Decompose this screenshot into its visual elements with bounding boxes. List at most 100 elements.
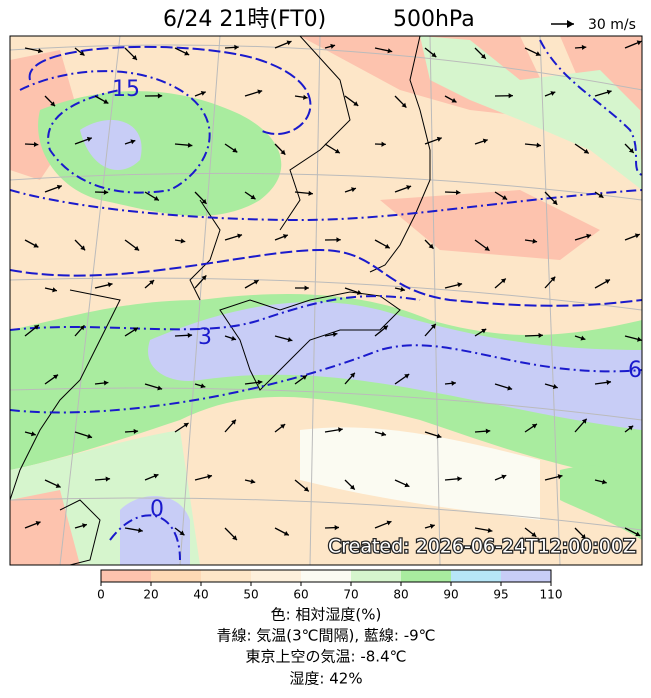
colorbar-segment	[201, 570, 251, 582]
wind-vector-head	[384, 243, 390, 249]
wind-vector-head	[353, 101, 359, 106]
wind-vector-head	[149, 280, 155, 285]
wind-vector-head	[502, 195, 508, 200]
humidity-field	[300, 427, 540, 520]
wind-vector-head	[580, 534, 586, 539]
wind-vector-head	[33, 141, 39, 147]
wind-vector-head	[138, 527, 143, 533]
wind-vector-head	[382, 325, 388, 331]
wind-vector-head	[336, 237, 341, 243]
caption: 色: 相対湿度(%)	[271, 606, 382, 624]
wind-vector-head	[583, 148, 589, 154]
wind-vector-head	[634, 233, 640, 239]
vector-scale: 30 m/s	[588, 17, 636, 33]
wind-vector-head	[37, 48, 43, 54]
caption: 東京上空の気温: -8.4℃	[246, 648, 407, 666]
wind-vector-head	[180, 238, 186, 244]
wind-vector-head	[400, 286, 406, 292]
caption: 湿度: 42%	[289, 670, 362, 688]
contour-label: 3	[198, 325, 212, 350]
wind-vector-head	[598, 193, 604, 198]
humidity-field	[420, 36, 642, 190]
wind-vector-head	[286, 40, 292, 46]
wind-vector-head	[404, 373, 410, 379]
wind-vector-head	[80, 245, 86, 251]
wind-vector-head	[82, 523, 87, 529]
wind-vector-head	[586, 233, 592, 239]
wind-vector-head	[487, 527, 493, 533]
colorbar-segment	[101, 570, 151, 582]
colorbar-frame	[100, 569, 552, 583]
wind-vector-head	[531, 532, 537, 537]
wind-vector-head	[200, 383, 206, 389]
wind-vector-head	[184, 50, 190, 56]
wind-vector-head	[287, 336, 293, 342]
wind-vector-head	[507, 385, 513, 391]
humidity-field	[560, 465, 642, 540]
wind-vector-head	[436, 136, 442, 142]
wind-vector-head	[234, 44, 239, 50]
colorbar-tick-label: 40	[193, 588, 208, 602]
colorbar-tick-label: 90	[443, 588, 458, 602]
wind-vector-head	[386, 520, 392, 526]
wind-vector-head	[153, 195, 159, 201]
graticule	[10, 36, 642, 565]
wind-vector-head	[404, 482, 410, 488]
wind-vector-head	[207, 474, 213, 480]
wind-vector-head	[33, 242, 39, 248]
wind-vector-head	[232, 535, 237, 541]
wind-vector-head	[637, 336, 642, 342]
wind-vector-head	[237, 233, 243, 239]
wind-vector-head	[231, 419, 236, 425]
wind-vector-head	[538, 332, 543, 338]
wind-vector-head	[334, 148, 340, 154]
wind-vector-head	[55, 483, 61, 488]
humidity-field	[380, 190, 600, 260]
wind-vector-head	[484, 246, 490, 251]
wind-vector-head	[628, 148, 634, 153]
map-frame	[9, 35, 643, 566]
colorbar-tick-label: 95	[493, 588, 508, 602]
wind-vector-head	[153, 473, 159, 479]
colorbar-tick-label: 70	[343, 588, 358, 602]
wind-vector-head	[308, 190, 313, 196]
wind-vector-head	[429, 523, 435, 529]
wind-vector-head	[79, 325, 85, 331]
wind-vector-head	[552, 384, 558, 389]
wind-vector-head	[132, 55, 137, 60]
wind-vector	[645, 374, 651, 384]
wind-vector-head	[304, 285, 309, 291]
wind-vector-head	[232, 147, 238, 153]
wind-vector-head	[56, 184, 62, 190]
colorbar-segment	[301, 570, 351, 582]
wind-vector-head	[157, 385, 163, 391]
wind-vector-head	[436, 433, 442, 439]
wind-vector-head	[231, 335, 237, 341]
colorbar-tick-label: 110	[540, 588, 563, 602]
wind-vector-head	[332, 331, 338, 337]
map: 15 3 6 0 Created: 2026-06-24T12:00:00Z	[10, 36, 651, 565]
wind-vector-head	[257, 89, 263, 95]
wind-vectors	[24, 40, 651, 541]
humidity-field	[80, 120, 142, 170]
wind-vector-head	[387, 48, 393, 54]
wind-vector-head	[132, 327, 138, 333]
wind-vector-head	[86, 136, 92, 142]
minus9-contour	[10, 45, 642, 307]
wind-vector-head	[606, 379, 612, 385]
wind-vector-head	[187, 332, 193, 338]
wind-vector-head	[581, 418, 587, 424]
wind-vector-head	[280, 424, 286, 429]
wind-vector-head	[351, 187, 356, 193]
wind-vector-head	[103, 380, 109, 386]
wind-vector-head	[134, 245, 140, 251]
contour-label: 6	[628, 358, 642, 383]
wind-vector-head	[33, 325, 39, 330]
wind-vector-head	[201, 198, 207, 204]
wind-vector	[645, 480, 651, 491]
coastline	[10, 36, 431, 565]
wind-vector-head	[531, 423, 537, 429]
wind-vector-head	[381, 431, 387, 437]
wind-vector-head	[133, 428, 139, 434]
wind-vector-head	[201, 275, 207, 281]
